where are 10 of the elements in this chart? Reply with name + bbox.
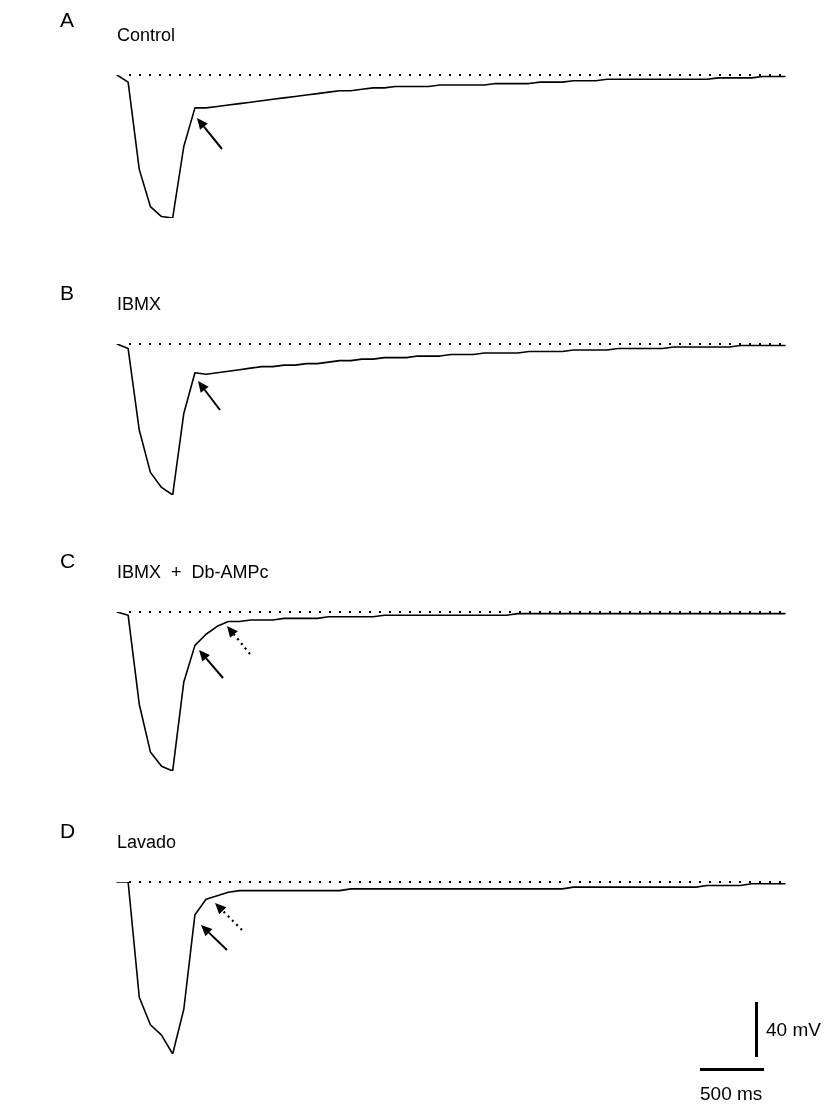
- annotation: 40 mV: [766, 1019, 821, 1041]
- chart-subtitle: Control: [117, 24, 176, 46]
- chart-title: D: [60, 819, 76, 843]
- text: 500 ms: [700, 1083, 763, 1105]
- chart-subtitle: IBMX: [117, 293, 162, 315]
- chart-subtitle: IBMX + Db-AMPc: [117, 561, 269, 583]
- chart-title: C: [60, 549, 76, 573]
- chart-title: A: [60, 8, 75, 32]
- chart-subtitle: Lavado: [117, 831, 177, 853]
- chart-title: B: [60, 281, 75, 305]
